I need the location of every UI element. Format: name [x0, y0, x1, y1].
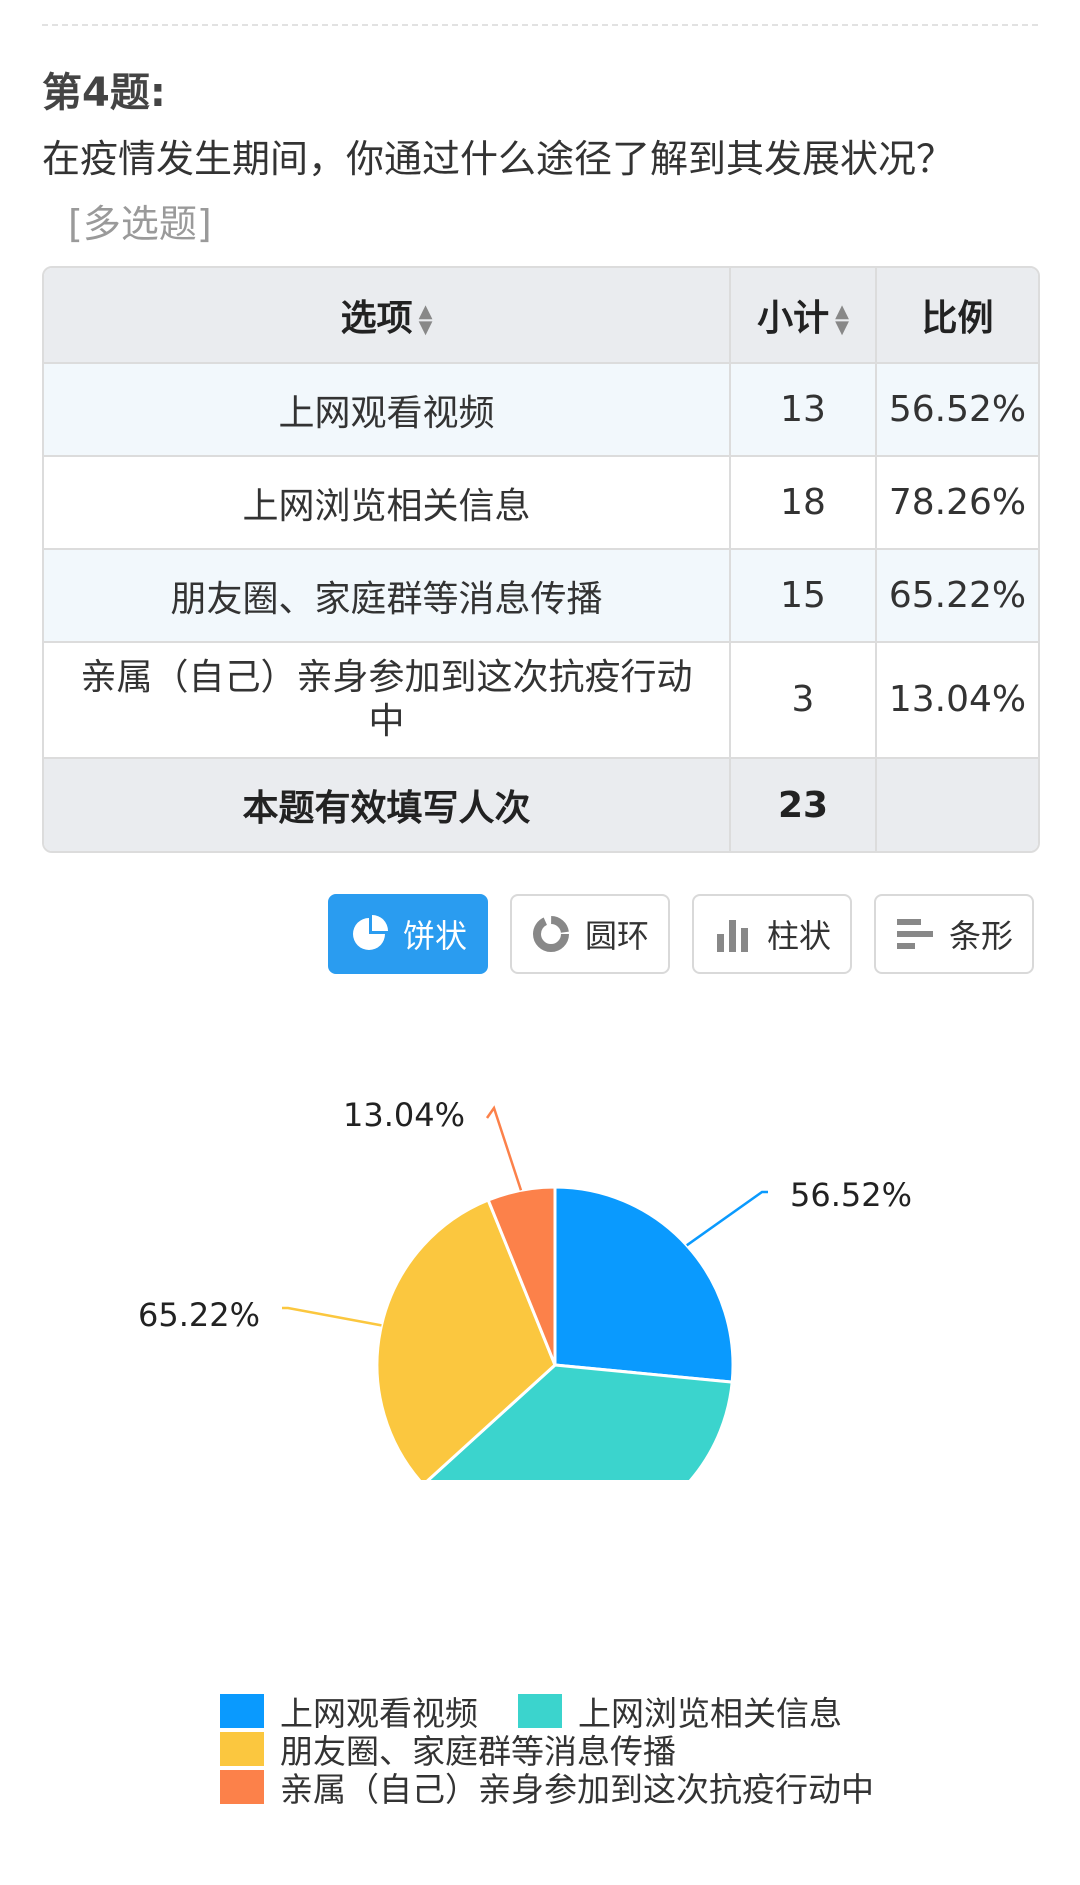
legend-swatch [518, 1694, 562, 1728]
pie-slice[interactable] [375, 1198, 557, 1480]
leader-line [485, 1105, 523, 1191]
legend-swatch [220, 1732, 264, 1766]
divider [42, 24, 1038, 26]
pie-slice[interactable] [553, 1185, 735, 1384]
table-footer-row: 本题有效填写人次 23 [44, 757, 1038, 851]
chart-legend: 上网观看视频 上网浏览相关信息 朋友圈、家庭群等消息传播 亲属（自己）亲身参加到… [220, 1692, 1000, 1809]
question-type: [多选题] [68, 202, 212, 246]
footer-count: 23 [729, 757, 877, 851]
data-label: 56.52% [790, 1176, 912, 1214]
pie-button[interactable]: 饼状 [328, 894, 488, 974]
ring-button-label: 圆环 [584, 917, 649, 955]
row-count: 3 [729, 641, 877, 759]
results-table: 选项 ▲ ▼ 小计 ▲ ▼ 比例 上网观看视频 13 56.52% 上网浏览相关信息 1… [42, 266, 1040, 853]
sort-icon[interactable]: ▲ ▼ [835, 301, 849, 338]
table-row: 上网观看视频 13 56.52% [44, 362, 1038, 457]
legend-label: 上网浏览相关信息 [578, 1694, 842, 1733]
row-option: 上网浏览相关信息 [44, 455, 731, 550]
legend-item[interactable]: 上网观看视频 [220, 1687, 478, 1735]
legend-swatch [220, 1770, 264, 1804]
legend-label: 朋友圈、家庭群等消息传播 [280, 1732, 676, 1771]
pie-slice[interactable] [486, 1185, 557, 1366]
header-count-label: 小计 [757, 298, 830, 339]
column-chart-icon [713, 914, 753, 954]
question-text: 在疫情发生期间，你通过什么途径了解到其发展状况？ [42, 137, 955, 181]
table-row: 朋友圈、家庭群等消息传播 15 65.22% [44, 548, 1038, 643]
row-option: 朋友圈、家庭群等消息传播 [44, 548, 731, 643]
bar-button[interactable]: 条形 [874, 894, 1034, 974]
ring-chart-icon [531, 914, 571, 954]
row-count: 13 [729, 362, 877, 457]
footer-ratio [875, 757, 1038, 851]
legend-label: 亲属（自己）亲身参加到这次抗疫行动中 [280, 1770, 874, 1809]
header-option[interactable]: 选项 ▲ ▼ [44, 268, 731, 364]
row-option: 上网观看视频 [44, 362, 731, 457]
header-ratio-label: 比例 [921, 298, 994, 339]
pie-button-label: 饼状 [402, 917, 467, 955]
legend-item[interactable]: 上网浏览相关信息 [518, 1687, 842, 1735]
pie-chart-icon [349, 914, 389, 954]
table-row: 上网浏览相关信息 18 78.26% [44, 455, 1038, 550]
header-ratio: 比例 [875, 268, 1038, 364]
header-count[interactable]: 小计 ▲ ▼ [729, 268, 877, 364]
pie-slice[interactable] [423, 1363, 734, 1480]
table-row: 亲属（自己）亲身参加到这次抗疫行动中 3 13.04% [44, 641, 1038, 759]
row-option: 亲属（自己）亲身参加到这次抗疫行动中 [44, 641, 731, 759]
column-button[interactable]: 柱状 [692, 894, 852, 974]
row-ratio: 56.52% [875, 362, 1038, 457]
leader-line [686, 1190, 768, 1247]
data-label: 13.04% [343, 1096, 465, 1134]
footer-label: 本题有效填写人次 [44, 757, 731, 851]
question-number: 第4题: [42, 70, 166, 116]
header-option-label: 选项 [340, 298, 413, 339]
row-ratio: 65.22% [875, 548, 1038, 643]
ring-button[interactable]: 圆环 [510, 894, 670, 974]
legend-item[interactable]: 亲属（自己）亲身参加到这次抗疫行动中 [220, 1763, 874, 1811]
legend-label: 上网观看视频 [280, 1694, 478, 1733]
sort-icon[interactable]: ▲ ▼ [418, 301, 433, 338]
bar-button-label: 条形 [948, 917, 1013, 955]
leader-line [282, 1306, 382, 1327]
row-ratio: 78.26% [875, 455, 1038, 550]
row-count: 18 [729, 455, 877, 550]
row-ratio: 13.04% [875, 641, 1038, 759]
bar-chart-icon [895, 914, 935, 954]
legend-item[interactable]: 朋友圈、家庭群等消息传播 [220, 1725, 676, 1773]
legend-swatch [220, 1694, 264, 1728]
row-count: 15 [729, 548, 877, 643]
column-button-label: 柱状 [766, 917, 831, 955]
data-label: 65.22% [138, 1296, 260, 1334]
pie-chart: 56.52%78.26%65.22%13.04% [138, 1096, 912, 1480]
